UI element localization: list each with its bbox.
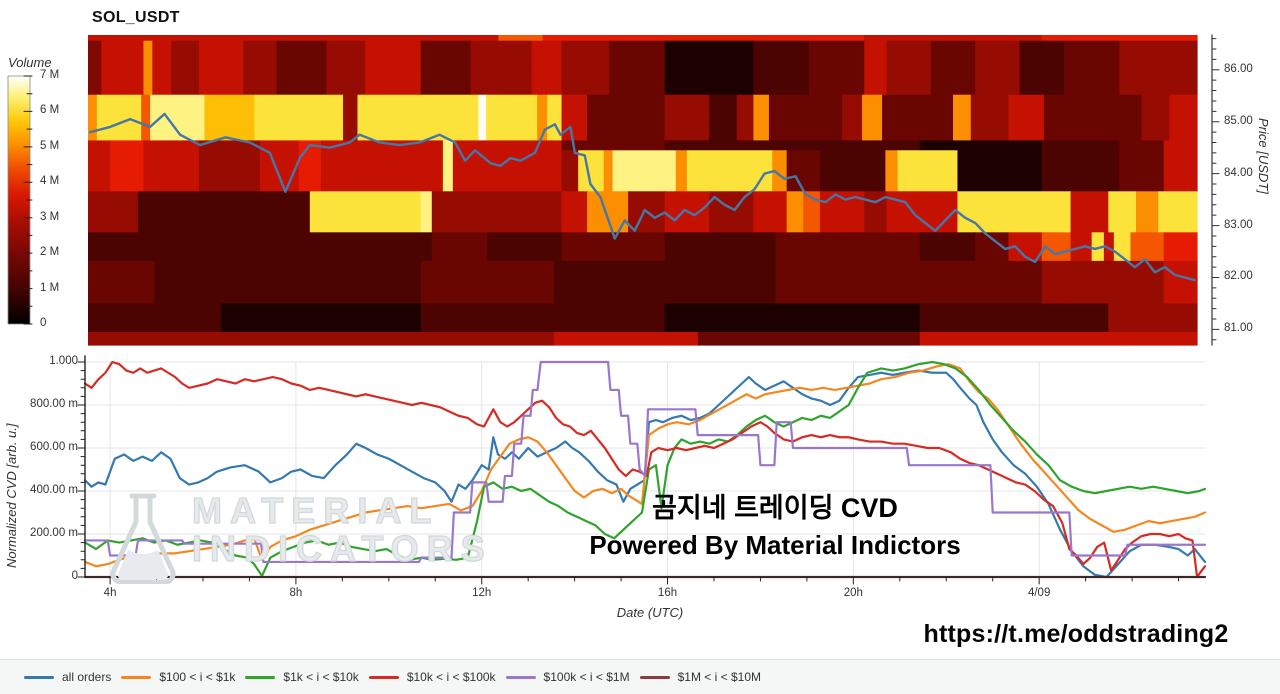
time-tick-label: 20h	[843, 587, 863, 599]
watermark-line2: INDICATORS	[191, 527, 493, 569]
volume-tick-label: 4 M	[40, 175, 60, 188]
telegram-link[interactable]: https://t.me/oddstrading2	[923, 620, 1229, 648]
volume-tick-label: 7 M	[40, 69, 60, 81]
volume-tick-label: 1 M	[40, 281, 60, 294]
legend-swatch	[505, 675, 536, 679]
volume-tick-label: 5 M	[40, 139, 60, 152]
series-legend: all orders $100 < i < $1k $1k < i < $10k $1…	[0, 659, 1280, 694]
cvd-tick-label: 0	[71, 570, 78, 582]
cvd-tick-label: 800.00 m	[30, 398, 78, 410]
price-tick-label: 81.00	[1224, 322, 1253, 335]
time-tick-label: 4h	[103, 587, 117, 599]
legend-swatch	[121, 675, 152, 679]
legend-item-0[interactable]: all orders	[24, 670, 111, 684]
price-tick-label: 86.00	[1224, 62, 1253, 75]
legend-label: $1k < i < $10k	[283, 670, 359, 684]
legend-label: all orders	[62, 670, 112, 684]
price-tick-label: 84.00	[1224, 166, 1253, 179]
cvd-tick-label: 600.00 m	[30, 441, 78, 453]
legend-swatch	[368, 675, 399, 679]
price-axis-label: Price [USDT]	[1256, 118, 1271, 194]
legend-item-2[interactable]: $1k < i < $10k	[245, 670, 359, 684]
cvd-tick-label: 1.000	[49, 355, 78, 367]
legend-label: $10k < i < $100k	[406, 670, 496, 684]
legend-label: $100 < i < $1k	[159, 670, 236, 684]
overlay-caption: 곰지네 트레이딩 CVD Powered By Material Indicto…	[490, 492, 1060, 561]
time-tick-label: 4/09	[1027, 587, 1051, 599]
page-title: SOL_USDT	[92, 9, 180, 26]
material-indicators-watermark: MATERIAL INDICATORS	[108, 490, 493, 589]
date-axis-label: Date (UTC)	[616, 605, 684, 620]
volume-tick-label: 6 M	[40, 104, 60, 117]
legend-swatch	[24, 675, 54, 679]
legend-item-4[interactable]: $100k < i < $1M	[505, 670, 630, 684]
legend-item-5[interactable]: $1M < i < $10M	[639, 670, 761, 684]
watermark-line1: MATERIAL	[191, 490, 440, 531]
legend-swatch	[245, 675, 276, 679]
volume-tick-label: 2 M	[40, 246, 60, 259]
legend-item-3[interactable]: $10k < i < $100k	[368, 670, 496, 684]
volume-tick-label: 0	[40, 317, 47, 329]
time-tick-label: 8h	[289, 587, 303, 599]
legend-label: $100k < i < $1M	[543, 670, 630, 684]
legend-swatch	[639, 675, 670, 679]
time-tick-label: 12h	[472, 587, 492, 599]
flask-icon	[108, 492, 178, 589]
volume-tick-label: 3 M	[40, 210, 60, 223]
volume-axis-label: Volume	[8, 55, 52, 70]
price-tick-label: 85.00	[1224, 114, 1253, 127]
overlay-caption-line1: 곰지네 트레이딩 CVD	[652, 493, 898, 523]
price-tick-label: 83.00	[1224, 218, 1253, 231]
cvd-tick-label: 200.00 m	[30, 527, 78, 539]
legend-label: $1M < i < $10M	[677, 670, 761, 684]
price-tick-label: 82.00	[1224, 270, 1253, 283]
legend-item-1[interactable]: $100 < i < $1k	[121, 670, 235, 684]
time-tick-label: 16h	[657, 587, 678, 599]
overlay-caption-line2: Powered By Material Indictors	[589, 529, 961, 560]
cvd-tick-label: 400.00 m	[30, 484, 78, 496]
